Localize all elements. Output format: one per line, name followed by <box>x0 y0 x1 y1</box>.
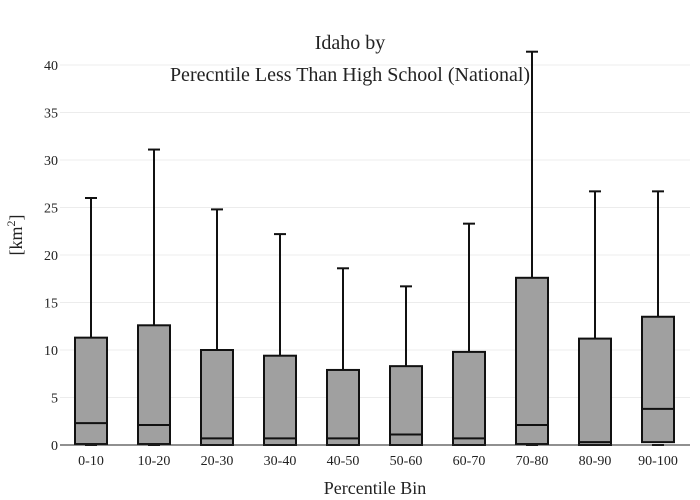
box-60-70 <box>452 222 486 446</box>
box-iqr <box>389 365 423 446</box>
x-tick-label: 40-50 <box>327 454 360 469</box>
chart-title-line2: Perecntile Less Than High School (Nation… <box>170 64 530 86</box>
x-axis-title: Percentile Bin <box>324 478 426 498</box>
y-tick-label: 5 <box>51 392 58 407</box>
y-tick-label: 0 <box>51 439 58 454</box>
y-tick-label: 20 <box>44 249 58 264</box>
box-iqr <box>578 337 612 447</box>
y-axis-title: [km2] <box>4 215 26 256</box>
y-tick-label: 15 <box>44 297 58 312</box>
box-iqr <box>263 354 297 447</box>
box-90-100 <box>641 190 675 446</box>
box-iqr <box>452 350 486 446</box>
box-40-50 <box>326 267 360 447</box>
y-axis-title-close: ] <box>6 215 26 221</box>
y-axis-title-base: [km <box>6 227 26 256</box>
x-tick-label: 80-90 <box>579 454 612 469</box>
y-tick-label: 40 <box>44 59 58 74</box>
box-50-60 <box>389 285 423 446</box>
x-tick-label: 90-100 <box>638 454 678 469</box>
y-axis-title-sup: 2 <box>4 221 18 227</box>
chart-title-line1: Idaho by <box>315 32 386 54</box>
y-axis-tick-labels: 0 5 10 15 20 25 30 35 40 <box>44 59 58 454</box>
x-tick-label: 50-60 <box>390 454 423 469</box>
y-tick-label: 25 <box>44 202 58 217</box>
y-tick-label: 30 <box>44 154 58 169</box>
x-tick-label: 70-80 <box>516 454 549 469</box>
box-iqr <box>326 368 360 447</box>
x-tick-label: 60-70 <box>453 454 486 469</box>
x-tick-label: 0-10 <box>78 454 104 469</box>
box-iqr <box>200 349 234 446</box>
box-20-30 <box>200 208 234 446</box>
box-iqr <box>137 324 171 446</box>
y-tick-label: 35 <box>44 107 58 122</box>
box-iqr <box>74 336 108 446</box>
box-80-90 <box>578 190 612 447</box>
box-iqr <box>515 276 549 446</box>
box-0-10 <box>74 197 108 446</box>
x-tick-label: 10-20 <box>138 454 171 469</box>
box-70-80 <box>515 50 549 446</box>
x-tick-label: 20-30 <box>201 454 234 469</box>
box-series <box>74 50 675 447</box>
x-axis-tick-labels: 0-10 10-20 20-30 30-40 40-50 50-60 60-70 70-80 8… <box>78 454 678 469</box>
box-iqr <box>641 315 675 444</box>
y-tick-label: 10 <box>44 344 58 359</box>
box-10-20 <box>137 148 171 446</box>
x-tick-label: 30-40 <box>264 454 297 469</box>
box-30-40 <box>263 233 297 447</box>
